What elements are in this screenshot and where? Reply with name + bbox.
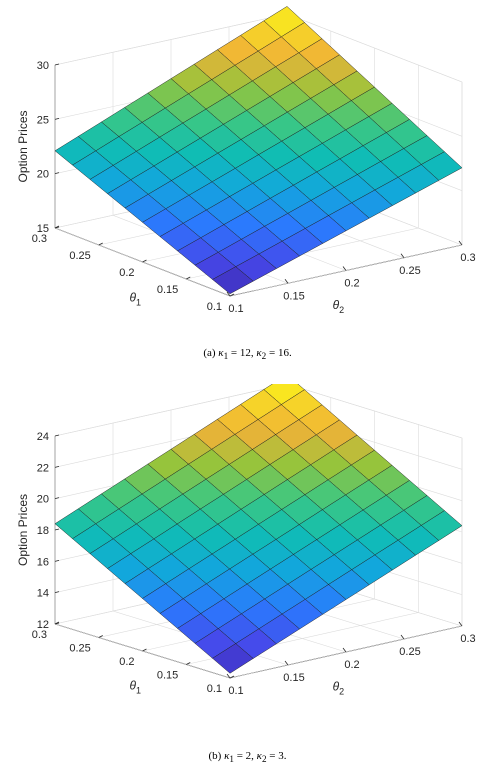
z-tick-mark [54, 559, 60, 562]
theta1-tick-mark [54, 225, 60, 229]
theta2-tick-mark [342, 266, 347, 271]
theta2-tick-label: 0.1 [228, 685, 243, 697]
theta1-tick-mark [229, 293, 235, 297]
surface-cell [212, 266, 254, 295]
theta1-symbol: θ [129, 679, 136, 693]
figure-caption-b: (b) κ1 = 2, κ2 = 3. [0, 750, 495, 764]
theta1-subscript: 1 [136, 686, 141, 696]
z-tick-mark [54, 117, 60, 120]
theta2-tick-label: 0.15 [283, 672, 304, 684]
theta2-axis-label: θ2 [333, 298, 345, 315]
z-tick-mark [54, 434, 60, 437]
caption-param-kappa2: κ2 = 16. [256, 347, 292, 362]
z-axis-label: Option Prices [16, 110, 30, 182]
theta1-tick-mark [54, 621, 60, 625]
theta2-axis-label: θ2 [333, 680, 345, 697]
theta2-tick-mark [226, 291, 231, 297]
z-tick-label: 16 [37, 556, 49, 568]
tick-labels: 121416182022240.10.150.20.250.30.10.150.… [32, 431, 476, 697]
theta1-tick-label: 0.3 [32, 233, 47, 245]
z-tick-mark [54, 172, 60, 175]
theta2-tick-mark [284, 660, 289, 666]
theta1-tick-label: 0.25 [69, 250, 90, 262]
theta1-tick-label: 0.2 [119, 656, 134, 668]
z-tick-label: 30 [37, 60, 49, 72]
z-tick-label: 18 [37, 525, 49, 537]
theta2-tick-mark [400, 634, 405, 640]
tick-labels: 15 20 25 30 0.1 0.15 0.2 0.25 0.3 0.1 0.15 0.2 0.25 0… [32, 60, 476, 315]
theta2-tick-label: 0.2 [344, 659, 359, 671]
theta2-tick-label: 0.2 [344, 278, 359, 290]
surface-plot-b: 121416182022240.10.150.20.250.30.10.150.… [16, 384, 476, 697]
caption-prefix: (b) [208, 750, 222, 762]
z-tick-mark [54, 497, 60, 500]
z-tick-label: 12 [37, 619, 49, 631]
theta2-tick-mark [400, 253, 405, 258]
z-tick-mark [54, 63, 60, 66]
theta2-tick-mark [226, 673, 231, 679]
surface [54, 384, 463, 674]
theta2-tick-label: 0.25 [399, 646, 420, 658]
z-tick-label: 15 [37, 223, 49, 235]
theta1-tick-label: 0.1 [207, 301, 222, 313]
surface-cell [212, 643, 254, 674]
theta2-tick-label: 0.25 [399, 265, 420, 277]
z-tick-label: 22 [37, 462, 49, 474]
chart-panel-b: 12 14 16 18 20 22 24 0.1 0.15 0.2 0.25 0.3 0.1 0.15 0.… [0, 384, 495, 768]
theta1-tick-mark [142, 648, 147, 652]
theta2-subscript: 2 [339, 687, 344, 697]
z-tick-label: 20 [37, 494, 49, 506]
caption-param-kappa1: κ1 = 12, [218, 347, 254, 362]
theta1-tick-label: 0.15 [157, 284, 178, 296]
theta2-tick-label: 0.15 [283, 290, 304, 302]
z-axis-label: Option Prices [16, 494, 30, 566]
theta2-symbol: θ [333, 298, 340, 312]
theta1-tick-mark [98, 242, 103, 246]
theta1-tick-label: 0.1 [207, 683, 222, 695]
theta1-symbol: θ [129, 290, 136, 304]
z-tick-mark [54, 465, 60, 468]
surface-plot-a: 15 20 25 30 0.1 0.15 0.2 0.25 0.3 0.1 0.15 0.2 0.25 0… [16, 6, 476, 315]
theta2-tick-mark [342, 647, 347, 653]
theta2-tick-mark [458, 240, 463, 246]
theta2-tick-mark [458, 621, 463, 627]
theta1-tick-label: 0.25 [69, 643, 90, 655]
theta1-tick-mark [186, 662, 191, 665]
surface [54, 6, 463, 295]
theta1-tick-mark [98, 635, 103, 638]
caption-param-kappa2: κ2 = 3. [256, 750, 287, 765]
theta1-tick-label: 0.3 [32, 629, 47, 641]
caption-prefix: (a) [203, 347, 216, 359]
theta1-tick-mark [229, 675, 235, 679]
theta2-tick-label: 0.3 [460, 633, 475, 645]
chart-panel-a: 15 20 25 30 0.1 0.15 0.2 0.25 0.3 0.1 0.15 0.2 0.25 0… [0, 6, 495, 361]
theta1-axis-label: θ1 [129, 679, 141, 696]
theta2-tick-label: 0.1 [228, 303, 243, 315]
z-grid-line [54, 384, 463, 439]
theta2-tick-mark [284, 279, 289, 284]
theta1-tick-label: 0.2 [119, 267, 134, 279]
z-tick-label: 14 [37, 588, 49, 600]
z-tick-mark [54, 528, 60, 531]
theta1-tick-mark [142, 259, 147, 263]
z-tick-label: 20 [37, 169, 49, 181]
figure-caption-a: (a) κ1 = 12, κ2 = 16. [0, 347, 495, 361]
theta1-tick-label: 0.15 [157, 670, 178, 682]
theta2-symbol: θ [333, 680, 340, 694]
theta1-subscript: 1 [136, 297, 141, 307]
z-tick-mark [54, 591, 60, 594]
caption-param-kappa1: κ1 = 2, [224, 750, 254, 765]
z-tick-label: 24 [37, 431, 49, 443]
theta2-tick-label: 0.3 [460, 252, 475, 264]
theta2-subscript: 2 [339, 305, 344, 315]
theta1-axis-label: θ1 [129, 290, 141, 307]
theta1-tick-mark [186, 276, 191, 280]
z-tick-label: 25 [37, 114, 49, 126]
